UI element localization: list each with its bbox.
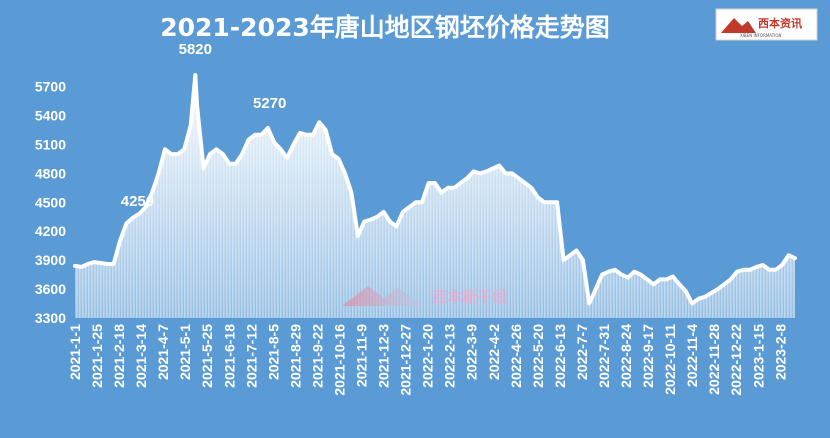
x-tick-label: 2022-7-7	[574, 324, 590, 380]
annotation-label: 5820	[179, 41, 212, 58]
x-tick-label: 2021-2-18	[111, 324, 127, 388]
x-tick-label: 2021-12-27	[398, 324, 414, 396]
x-tick-label: 2022-5-20	[530, 324, 546, 388]
x-tick-label: 2022-9-17	[640, 324, 656, 388]
x-tick-label: 2022-11-4	[684, 324, 700, 387]
y-tick-label: 3600	[35, 281, 66, 297]
y-tick-label: 5100	[35, 136, 66, 152]
series-area	[75, 75, 795, 318]
y-tick-label: 4200	[35, 223, 66, 239]
chart-title: 2021-2023年唐山地区钢坯价格走势图	[160, 13, 610, 42]
series-line	[73, 73, 797, 306]
x-tick-label: 2021-6-18	[221, 324, 237, 388]
x-tick-label: 2021-11-9	[354, 324, 370, 387]
y-tick-label: 4800	[35, 165, 66, 181]
x-tick-label: 2021-3-14	[133, 324, 149, 388]
x-tick-label: 2021-1-25	[89, 324, 105, 388]
x-tick-label: 2022-8-24	[618, 324, 634, 388]
watermark: 西本新干线	[342, 286, 507, 306]
x-tick-label: 2021-4-7	[155, 324, 171, 380]
x-tick-label: 2022-2-13	[442, 324, 458, 388]
x-tick-label: 2022-4-26	[508, 324, 524, 388]
x-tick-label: 2021-7-12	[243, 324, 259, 388]
x-tick-label: 2022-10-11	[662, 324, 678, 395]
x-tick-label: 2022-6-13	[552, 324, 568, 388]
x-tick-label: 2022-4-2	[486, 324, 502, 380]
logo-text: 西本资讯	[758, 16, 802, 30]
y-tick-label: 5700	[35, 79, 66, 95]
y-tick-label: 3900	[35, 252, 66, 268]
x-tick-label: 2021-5-1	[177, 324, 193, 380]
logo-mountain-icon	[721, 18, 756, 33]
x-tick-label: 2021-12-3	[376, 324, 392, 388]
x-tick-label: 2022-11-28	[706, 324, 722, 395]
x-axis: 2021-1-1 2021-1-25 2021-2-18 2021-3-14 2021-…	[67, 324, 788, 396]
watermark-mountain-icon	[342, 286, 424, 306]
x-tick-label: 2022-1-20	[420, 324, 436, 388]
x-tick-label: 2021-9-22	[309, 324, 325, 388]
y-axis: 3300 3600 3900 4200 4500 4800 5100 5400 5700	[35, 79, 66, 326]
x-tick-label: 2022-12-22	[728, 324, 744, 396]
x-tick-label: 2022-7-31	[596, 324, 612, 388]
y-tick-label: 4500	[35, 194, 66, 210]
logo: 西本资讯 XIBEN INFORMATION	[715, 8, 818, 41]
x-tick-label: 2021-10-16	[331, 324, 347, 396]
x-tick-label: 2023-2-8	[772, 324, 788, 380]
annotation-label: 5270	[253, 95, 286, 112]
annotation-label: 4250	[121, 193, 154, 210]
x-tick-label: 2023-1-15	[750, 324, 766, 388]
x-tick-label: 2021-8-29	[287, 324, 303, 388]
logo-subtext: XIBEN INFORMATION	[740, 33, 782, 38]
x-tick-label: 2021-1-1	[67, 324, 83, 380]
annotations: 4250 5820 5270	[121, 41, 287, 210]
x-tick-label: 2022-3-9	[464, 324, 480, 380]
x-tick-label: 2021-5-25	[199, 324, 215, 388]
y-tick-label: 3300	[35, 310, 66, 326]
x-tick-label: 2021-8-5	[265, 324, 281, 380]
watermark-text: 西本新干线	[432, 288, 507, 306]
y-tick-label: 5400	[35, 108, 66, 124]
